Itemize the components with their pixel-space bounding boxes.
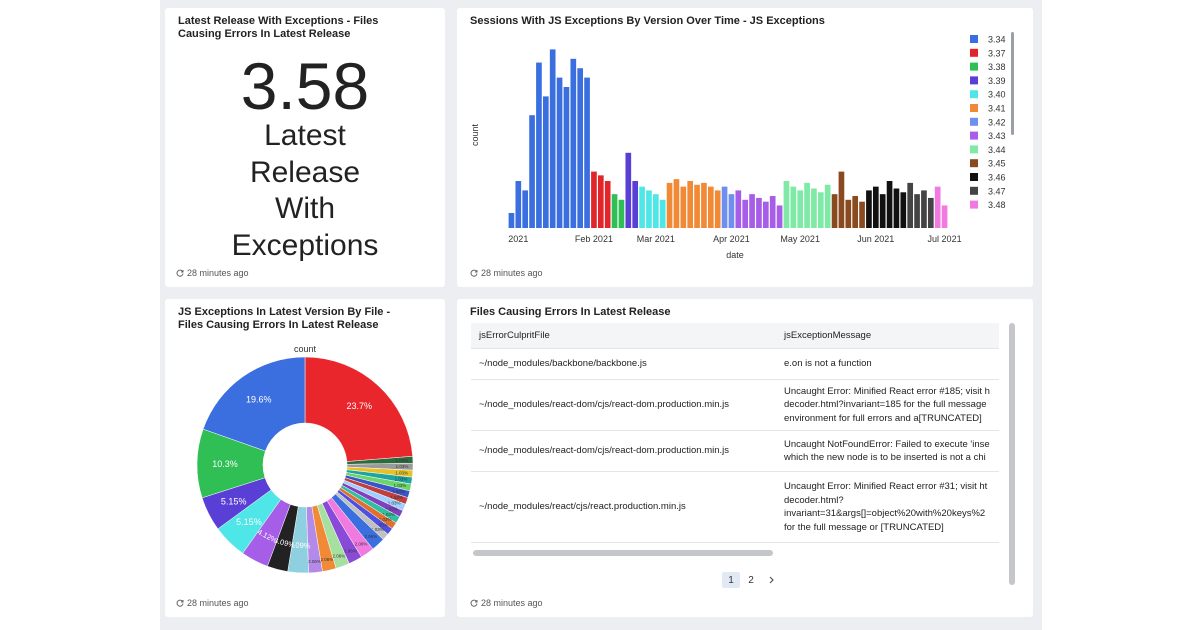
h-scrollbar[interactable] [473, 550, 773, 556]
panel-title: JS Exceptions In Latest Version By File … [178, 306, 391, 331]
chevron-icon [769, 576, 774, 584]
updated-time: 28 minutes ago [187, 598, 249, 608]
page-button[interactable]: 1 [722, 572, 740, 588]
refresh-icon [470, 269, 478, 277]
refresh-icon [470, 599, 478, 607]
table-cell: Uncaught NotFoundError: Failed to execut… [784, 438, 990, 464]
table-cell: ~/node_modules/react-dom/cjs/react-dom.p… [479, 445, 730, 457]
table-row: ~/node_modules/react-dom/cjs/react-dom.p… [471, 431, 999, 472]
table-row: ~/node_modules/backbone/backbone.js e.on … [471, 349, 999, 380]
table-cell: Uncaught Error: Minified React error #18… [784, 385, 990, 424]
next-page-button[interactable] [762, 572, 780, 588]
refresh-icon [176, 269, 184, 277]
column-header: jsExceptionMessage [784, 329, 872, 341]
data-table: jsErrorCulpritFile jsExceptionMessage ~/no… [471, 323, 999, 551]
table-row: ~/node_modules/react/cjs/react.productio… [471, 472, 999, 543]
footer: 28 minutes ago [470, 598, 543, 608]
table-row: ~/node_modules/react-dom/cjs/react-dom.p… [471, 380, 999, 431]
table-header: jsErrorCulpritFile jsExceptionMessage [471, 323, 999, 349]
bar-panel: Sessions With JS Exceptions By Version O… [457, 8, 1033, 287]
column-header: jsErrorCulpritFile [479, 329, 550, 341]
panel-title: Sessions With JS Exceptions By Version O… [470, 15, 825, 27]
table-cell: ~/node_modules/react/cjs/react.productio… [479, 501, 686, 513]
table-panel: Files Causing Errors In Latest Release j… [457, 299, 1033, 617]
footer: 28 minutes ago [176, 598, 249, 608]
table-cell: Uncaught Error: Minified React error #31… [784, 481, 988, 533]
page-button[interactable]: 2 [748, 574, 754, 586]
kpi-label: Latest Release With Exceptions [231, 119, 379, 262]
table-cell: ~/node_modules/backbone/backbone.js [479, 358, 647, 370]
table-cell: e.on is not a function [784, 358, 872, 370]
kpi-panel: Latest Release With Exceptions - Files C… [165, 8, 445, 287]
updated-time: 28 minutes ago [187, 268, 249, 278]
table-cell: ~/node_modules/react-dom/cjs/react-dom.p… [479, 399, 730, 411]
v-scrollbar[interactable] [1009, 323, 1015, 585]
updated-time: 28 minutes ago [481, 598, 543, 608]
updated-time: 28 minutes ago [481, 268, 543, 278]
panel-title: Latest Release With Exceptions - Files C… [178, 15, 379, 40]
footer: 28 minutes ago [176, 268, 249, 278]
refresh-icon [176, 599, 184, 607]
kpi-value: 3.58 [240, 49, 370, 123]
pie-panel: JS Exceptions In Latest Version By File … [165, 299, 445, 617]
panel-title: Files Causing Errors In Latest Release [470, 306, 671, 318]
footer: 28 minutes ago [470, 268, 543, 278]
